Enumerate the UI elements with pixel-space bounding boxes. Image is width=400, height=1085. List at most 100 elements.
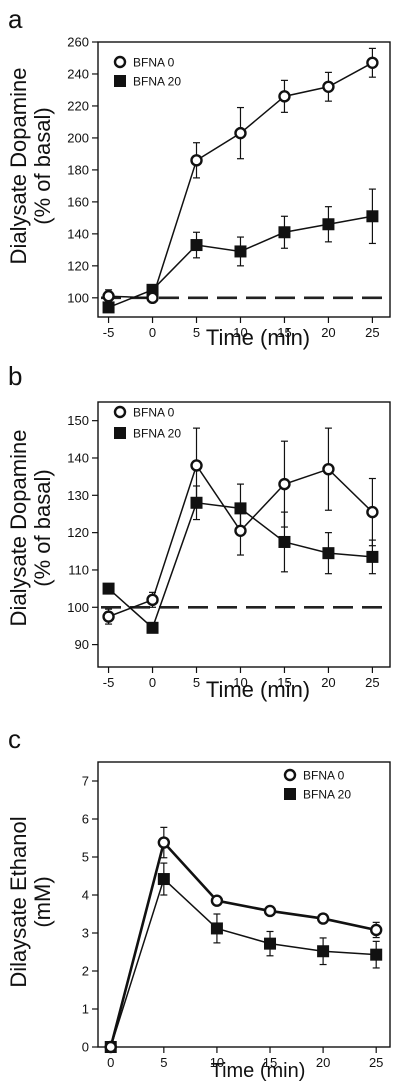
data-point-circle [366,56,379,69]
legend-marker-square [284,788,296,800]
data-point-circle [104,1040,117,1054]
data-point-circle [102,290,115,303]
data-point-square [102,582,115,595]
data-point-square [370,948,383,961]
legend-marker-square [114,75,126,87]
data-point-circle [190,459,203,472]
data-point-circle [263,904,277,918]
data-point-square [366,210,379,223]
legend-label: BFNA 20 [303,788,351,802]
data-point-square [210,922,223,935]
data-point-circle [146,593,159,607]
panel-b: b Dialysate Dopamine (% of basal) Time (… [6,361,391,702]
data-point-circle [157,836,171,849]
y-tick-label: 100 [67,600,89,615]
x-tick-label: 15 [263,1055,277,1070]
x-axis-title-a: Time (min) [206,325,310,350]
x-tick-label: 15 [277,675,291,690]
data-point-circle [369,923,383,937]
panel-a: a Dialysate Dopamine (% of basal) Time (… [6,4,391,350]
y-axis-title-c: Dilaysate Ethanol [6,816,31,987]
x-tick-label: 25 [365,325,379,340]
x-tick-label: 20 [321,675,335,690]
y-tick-label: 150 [67,413,89,428]
y-axis-subtitle-c: (mM) [30,876,55,927]
x-tick-label: 10 [233,675,247,690]
legend-marker-circle [113,55,127,69]
x-axis-title-b: Time (min) [206,677,310,702]
panel-label-a: a [8,4,23,34]
data-point-square [317,945,330,958]
plot-frame [97,401,391,668]
y-tick-label: 180 [67,162,89,177]
data-point-square [278,535,291,548]
x-tick-label: 15 [277,325,291,340]
y-tick-label: 140 [67,226,89,241]
data-point-circle [234,524,247,537]
x-axis-title-c: Time (min) [211,1060,306,1082]
data-point-circle [146,291,159,305]
y-tick-label: 110 [68,562,89,577]
data-point-circle [278,90,291,103]
y-axis-title-a: Dialysate Dopamine [6,68,31,265]
data-point-square [190,239,203,252]
data-point-circle [322,462,335,476]
plot-frame [97,761,391,1048]
data-point-circle [316,912,330,925]
data-point-circle [278,477,291,491]
panel-c: c Dilaysate Ethanol (mM) Time (min) 0 1 2 3… [6,724,391,1082]
panel-label-b: b [8,361,22,391]
legend-label: BFNA 0 [133,406,175,420]
panel-label-c: c [8,724,21,754]
y-tick-label: 260 [67,35,89,50]
data-point-circle [190,154,203,167]
y-tick-label: 90 [75,637,89,652]
y-tick-label: 3 [82,926,89,941]
data-point-circle [102,610,115,623]
x-tick-label: 0 [107,1055,114,1070]
y-tick-label: 4 [82,888,89,903]
y-tick-label: 160 [67,194,89,209]
series-line [110,877,377,1048]
data-point-square [278,226,291,239]
data-point-square [234,502,247,515]
series-line [109,839,377,1048]
legend-label: BFNA 20 [133,427,181,441]
data-point-square [190,496,203,509]
data-point-square [146,621,159,634]
x-tick-label: 5 [193,325,200,340]
x-tick-label: -5 [103,675,115,690]
data-point-square [322,547,335,560]
y-tick-label: 5 [82,850,89,865]
y-tick-label: 120 [67,258,89,273]
y-axis-title-b: Dialysate Dopamine [6,430,31,627]
x-tick-label: 5 [160,1055,167,1070]
y-tick-label: 240 [67,66,89,81]
y-tick-label: 140 [67,450,89,465]
data-point-square [366,550,379,563]
x-tick-label: 25 [369,1055,383,1070]
data-point-circle [322,80,335,93]
x-tick-label: 25 [365,675,379,690]
data-point-circle [210,894,224,907]
x-tick-label: 0 [149,325,156,340]
x-tick-label: 10 [210,1055,224,1070]
y-tick-label: 200 [67,130,89,145]
y-tick-label: 220 [67,98,89,113]
x-tick-label: 5 [193,675,200,690]
y-tick-label: 2 [82,964,89,979]
y-tick-label: 130 [67,488,89,503]
y-axis-subtitle-a: (% of basal) [30,107,55,224]
legend-marker-square [114,427,126,439]
data-point-square [234,245,247,258]
data-point-square [102,301,115,314]
legend-label: BFNA 20 [133,75,181,89]
data-point-square [264,937,277,950]
data-point-square [157,873,170,886]
legend-marker-circle [283,768,297,782]
legend-label: BFNA 0 [133,56,175,70]
y-tick-label: 100 [67,290,89,305]
y-tick-label: 1 [82,1002,89,1017]
legend-label: BFNA 0 [303,769,345,783]
